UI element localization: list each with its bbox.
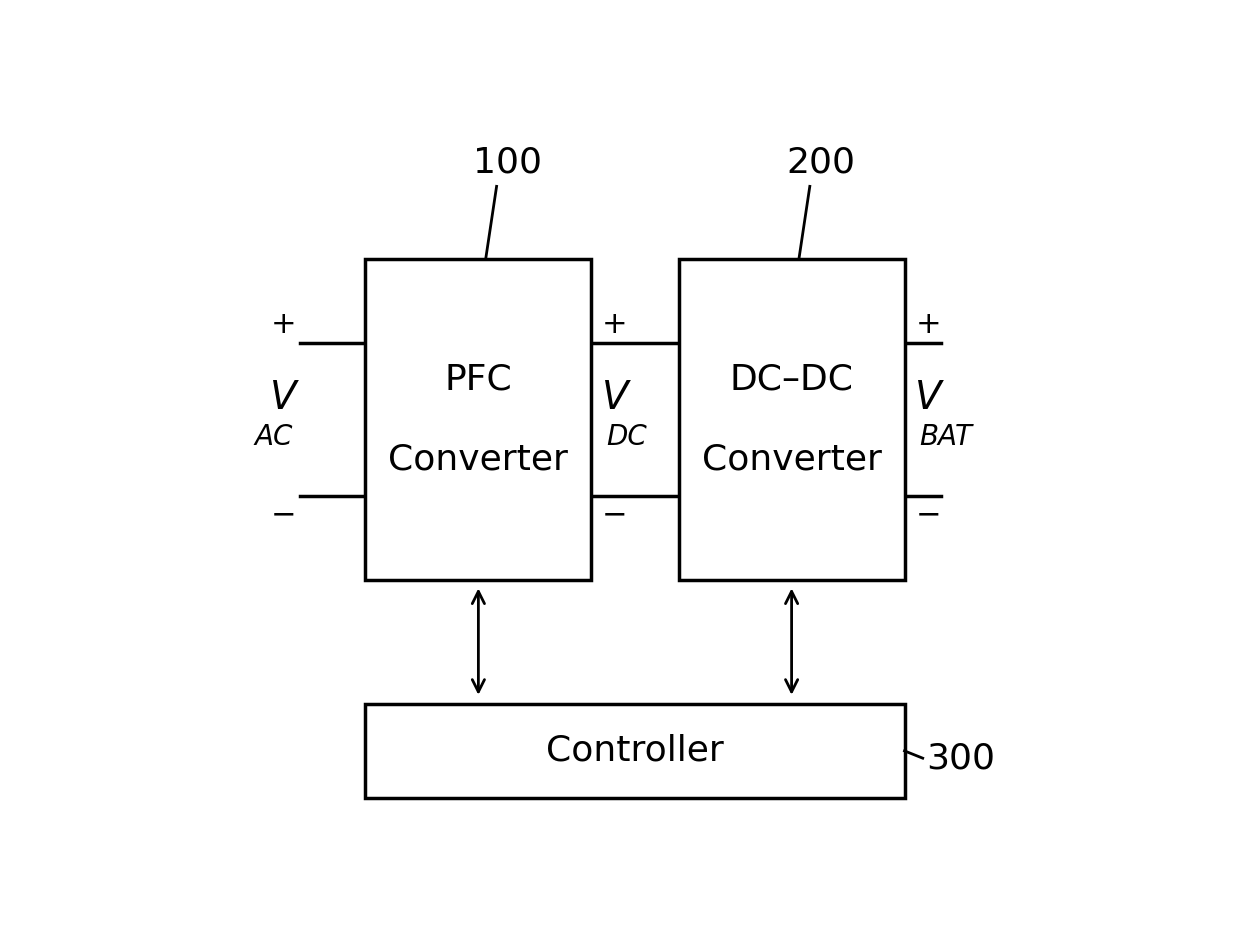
Text: V: V: [270, 378, 296, 416]
Text: V: V: [916, 378, 942, 416]
Text: DC: DC: [606, 423, 647, 451]
Text: 100: 100: [473, 145, 541, 179]
Text: +: +: [916, 310, 942, 339]
Text: −: −: [271, 500, 296, 529]
Bar: [366, 259, 591, 580]
Text: −: −: [916, 500, 940, 529]
Text: AC: AC: [254, 423, 292, 451]
Text: BAT: BAT: [919, 423, 973, 451]
Text: V: V: [602, 378, 629, 416]
Text: PFC: PFC: [445, 362, 512, 396]
Text: +: +: [602, 310, 628, 339]
Text: 300: 300: [927, 741, 995, 775]
Text: Converter: Converter: [701, 443, 881, 477]
Text: Controller: Controller: [546, 734, 724, 768]
Text: Converter: Converter: [389, 443, 569, 477]
Bar: [366, 704, 904, 798]
Text: 200: 200: [787, 145, 855, 179]
Text: +: +: [270, 310, 296, 339]
Bar: [679, 259, 904, 580]
Text: DC–DC: DC–DC: [730, 362, 854, 396]
Text: −: −: [602, 500, 628, 529]
